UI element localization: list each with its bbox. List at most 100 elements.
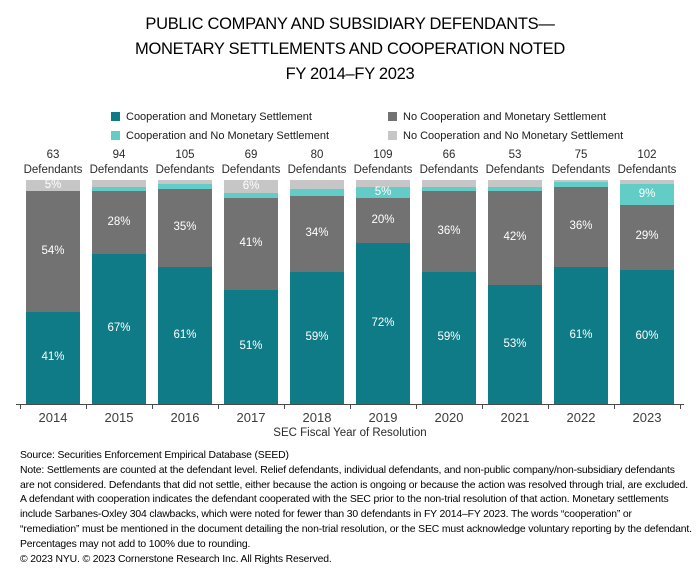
stacked-bar: 34% 59%	[290, 180, 344, 404]
stacked-bar: 9% 29% 60%	[620, 180, 674, 404]
bar-segment	[422, 180, 476, 187]
bar-segment: 61%	[158, 267, 212, 404]
axis-tick	[86, 405, 87, 409]
bar-segment	[356, 180, 410, 187]
segment-value-label: 20%	[371, 213, 395, 226]
chart-title: PUBLIC COMPANY AND SUBSIDIARY DEFENDANTS…	[135, 15, 565, 83]
stacked-bar: 5% 20% 72%	[356, 180, 410, 404]
bar-segment	[92, 180, 146, 187]
legend-label: No Cooperation and No Monetary Settlemen…	[403, 129, 624, 142]
footnotes: Source: Securities Enforcement Empirical…	[20, 449, 692, 567]
segment-value-label: 59%	[305, 331, 329, 344]
bar-column: 75 Defendants 36% 61%	[548, 148, 614, 404]
x-axis-tick-label: 2020	[434, 410, 464, 425]
segment-value-label: 34%	[305, 227, 329, 239]
bar-column: 80 Defendants 34% 59%	[284, 148, 350, 404]
axis-tick	[416, 405, 417, 409]
source-note: Source: Securities Enforcement Empirical…	[20, 450, 289, 461]
bar-segment: 67%	[92, 253, 146, 404]
bar-segment: 53%	[488, 285, 542, 404]
segment-value-label: 51%	[239, 340, 263, 353]
plot-area: 63 Defendants 5% 54% 41% 94 Defendants 28% 67%…	[20, 148, 680, 404]
bar-segment	[92, 186, 146, 192]
legend-item-2: Cooperation and No Monetary Settlement	[111, 128, 388, 143]
bar-column: 94 Defendants 28% 67%	[86, 148, 152, 404]
bar-segment: 6%	[224, 179, 278, 194]
x-axis-tick-label: 2022	[566, 410, 596, 425]
segment-value-label: 36%	[437, 224, 461, 237]
axis-tick	[350, 405, 351, 409]
legend-swatch-icon	[111, 131, 120, 140]
bar-segment: 60%	[620, 269, 674, 404]
stacked-bar: 36% 59%	[422, 180, 476, 404]
bar-segment: 54%	[26, 191, 80, 313]
defendant-count-label: 66 Defendants	[419, 149, 479, 176]
segment-value-label: 41%	[41, 351, 65, 364]
x-axis-tick-label: 2023	[632, 410, 662, 425]
segment-value-label: 53%	[503, 337, 527, 350]
segment-value-label: 5%	[374, 185, 392, 198]
segment-value-label: 9%	[638, 187, 656, 200]
x-axis-tick-label: 2015	[104, 410, 134, 425]
segment-value-label: 60%	[635, 330, 659, 343]
defendant-count-label: 109 Defendants	[353, 149, 413, 176]
segment-value-label: 41%	[239, 237, 263, 250]
axis-tick	[152, 405, 153, 409]
bar-column: 109 Defendants 5% 20% 72%	[350, 148, 416, 404]
segment-value-label: 36%	[569, 220, 593, 233]
segment-value-label: 54%	[41, 244, 65, 257]
bar-segment	[158, 184, 212, 189]
bar-segment	[290, 188, 344, 196]
x-axis-tick-label: 2018	[302, 410, 332, 425]
segment-value-label: 61%	[173, 328, 197, 341]
bar-column: 66 Defendants 36% 59%	[416, 148, 482, 404]
x-axis-tick-label: 2016	[170, 410, 200, 425]
bar-column: 105 Defendants 35% 61%	[152, 148, 218, 404]
segment-value-label: 42%	[503, 231, 527, 244]
bar-segment: 59%	[422, 271, 476, 404]
bar-column: 53 Defendants 42% 53%	[482, 148, 548, 404]
bar-segment	[620, 180, 674, 185]
bar-segment: 9%	[620, 184, 674, 205]
bar-segment: 59%	[290, 271, 344, 404]
bar-column: 102 Defendants 9% 29% 60%	[614, 148, 680, 404]
segment-value-label: 72%	[371, 316, 395, 329]
defendant-count-label: 53 Defendants	[485, 149, 545, 176]
x-axis-tick-label: 2021	[500, 410, 530, 425]
defendant-count-label: 102 Defendants	[617, 149, 677, 176]
legend-label: Cooperation and No Monetary Settlement	[126, 129, 330, 142]
bar-segment: 20%	[356, 197, 410, 243]
segment-value-label: 61%	[569, 328, 593, 341]
bar-segment	[554, 180, 608, 183]
bar-segment: 51%	[224, 289, 278, 404]
bar-segment: 36%	[422, 191, 476, 272]
segment-value-label: 59%	[437, 331, 461, 344]
x-axis-tick-label: 2019	[368, 410, 398, 425]
bar-segment: 34%	[290, 195, 344, 272]
legend-swatch-icon	[111, 112, 120, 121]
legend-item-1: No Cooperation and Monetary Settlement	[388, 109, 623, 124]
stacked-bar: 6% 41% 51%	[224, 180, 278, 404]
bar-segment: 36%	[554, 186, 608, 268]
bar-segment	[488, 186, 542, 192]
defendant-count-label: 80 Defendants	[287, 149, 347, 176]
x-axis-line	[16, 404, 684, 410]
bar-segment	[224, 193, 278, 198]
bar-segment: 29%	[620, 204, 674, 270]
axis-tick	[614, 405, 615, 409]
segment-value-label: 67%	[107, 322, 131, 335]
legend-swatch-icon	[388, 112, 397, 121]
bar-column: 63 Defendants 5% 54% 41%	[20, 148, 86, 404]
segment-value-label: 6%	[242, 179, 260, 192]
bar-segment	[554, 182, 608, 187]
axis-tick	[218, 405, 219, 409]
defendant-count-label: 105 Defendants	[155, 149, 215, 176]
x-axis-tick-label: 2017	[236, 410, 266, 425]
bar-segment: 35%	[158, 188, 212, 268]
bar-segment: 41%	[26, 312, 80, 404]
axis-tick	[548, 405, 549, 409]
axis-tick	[680, 405, 681, 409]
segment-value-label: 29%	[635, 230, 659, 243]
segment-value-label: 28%	[107, 215, 131, 228]
stacked-bar: 36% 61%	[554, 180, 608, 404]
